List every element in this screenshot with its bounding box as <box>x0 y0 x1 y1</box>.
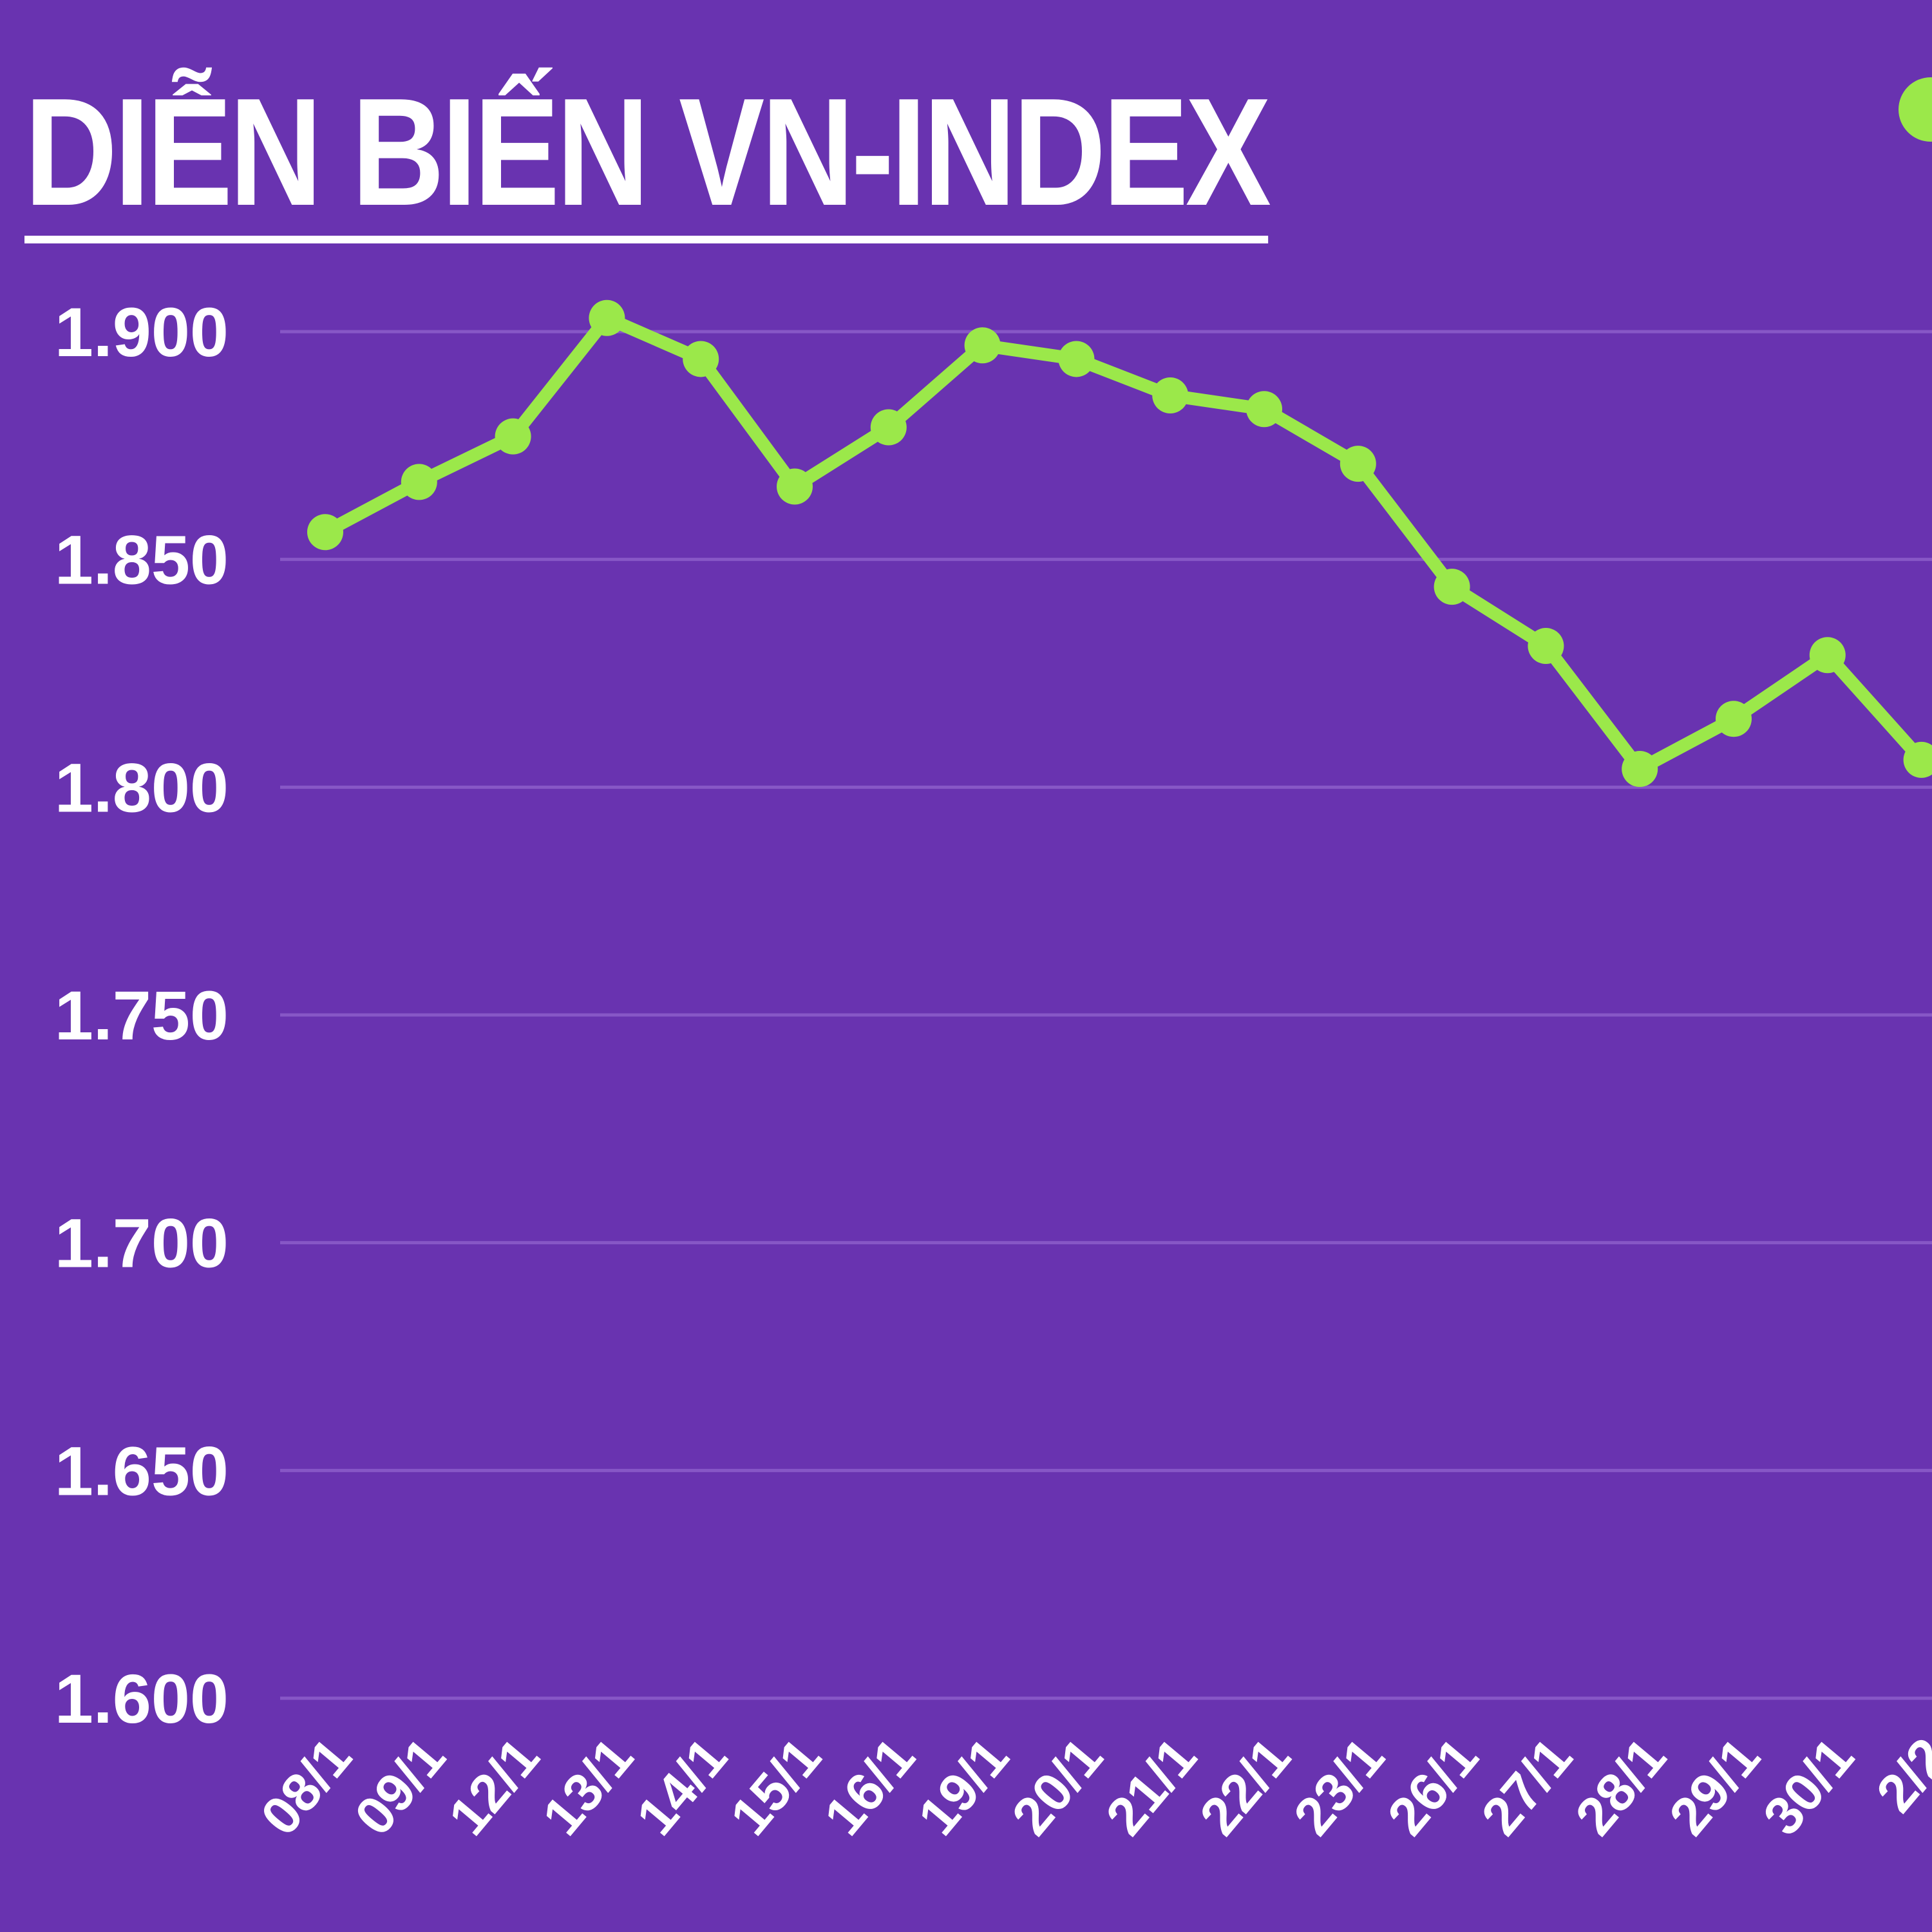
data-point <box>495 418 531 455</box>
data-point <box>1716 701 1752 737</box>
data-point <box>1058 341 1095 377</box>
y-axis-ticks: 1.600 1.650 1.700 1.750 1.800 1.850 1.900 <box>55 293 229 1738</box>
x-tick-label: 09/1 <box>343 1727 457 1846</box>
x-tick-label: 15/1 <box>719 1727 833 1846</box>
y-tick-label: 1.750 <box>55 976 229 1054</box>
x-tick-label: 21/1 <box>1094 1727 1208 1846</box>
x-tick-label: 19/1 <box>906 1727 1020 1846</box>
series-vn-index <box>307 299 1932 788</box>
x-tick-label: 28/1 <box>1564 1727 1678 1846</box>
data-point <box>1246 391 1282 428</box>
y-tick-label: 1.800 <box>55 748 229 826</box>
data-point <box>1152 377 1189 414</box>
chart-title: DIỄN BIẾN VN-INDEX <box>24 76 1271 243</box>
y-tick-label: 1.650 <box>55 1432 229 1510</box>
data-point <box>683 341 719 377</box>
x-tick-label: 29/1 <box>1658 1727 1772 1846</box>
x-tick-label: 16/1 <box>812 1727 926 1846</box>
series-line <box>319 311 1928 776</box>
x-tick-label: 27/1 <box>1470 1727 1584 1846</box>
y-tick-label: 1.700 <box>55 1204 229 1282</box>
x-tick-label: 22/1 <box>1188 1727 1302 1846</box>
x-tick-label: 13/1 <box>531 1727 645 1846</box>
gridlines <box>280 330 1932 1700</box>
data-point <box>1809 637 1846 674</box>
data-point <box>1903 741 1932 778</box>
x-tick-label: 14/1 <box>625 1727 739 1846</box>
data-point <box>1622 751 1658 788</box>
data-point <box>1340 446 1376 482</box>
data-point <box>964 327 1001 364</box>
data-point <box>1434 569 1470 605</box>
x-tick-label: 30/1 <box>1751 1727 1865 1846</box>
data-point <box>307 514 343 551</box>
x-tick-label: 23/1 <box>1282 1727 1396 1846</box>
data-point <box>401 464 437 500</box>
data-point <box>1528 628 1564 665</box>
data-point <box>870 409 907 446</box>
x-tick-label: 12/1 <box>437 1727 551 1846</box>
x-tick-label: 20/1 <box>1000 1727 1114 1846</box>
data-point <box>589 299 625 336</box>
y-tick-label: 1.600 <box>55 1660 229 1738</box>
x-tick-label: 08/1 <box>249 1727 363 1846</box>
y-tick-label: 1.900 <box>55 293 229 371</box>
x-axis-ticks: 08/109/112/113/114/115/116/119/120/121/1… <box>249 1727 1932 1846</box>
y-tick-label: 1.850 <box>55 521 229 599</box>
data-point <box>777 468 813 505</box>
x-tick-label: 26/1 <box>1376 1727 1490 1846</box>
x-tick-label: 2/2 <box>1864 1727 1932 1823</box>
